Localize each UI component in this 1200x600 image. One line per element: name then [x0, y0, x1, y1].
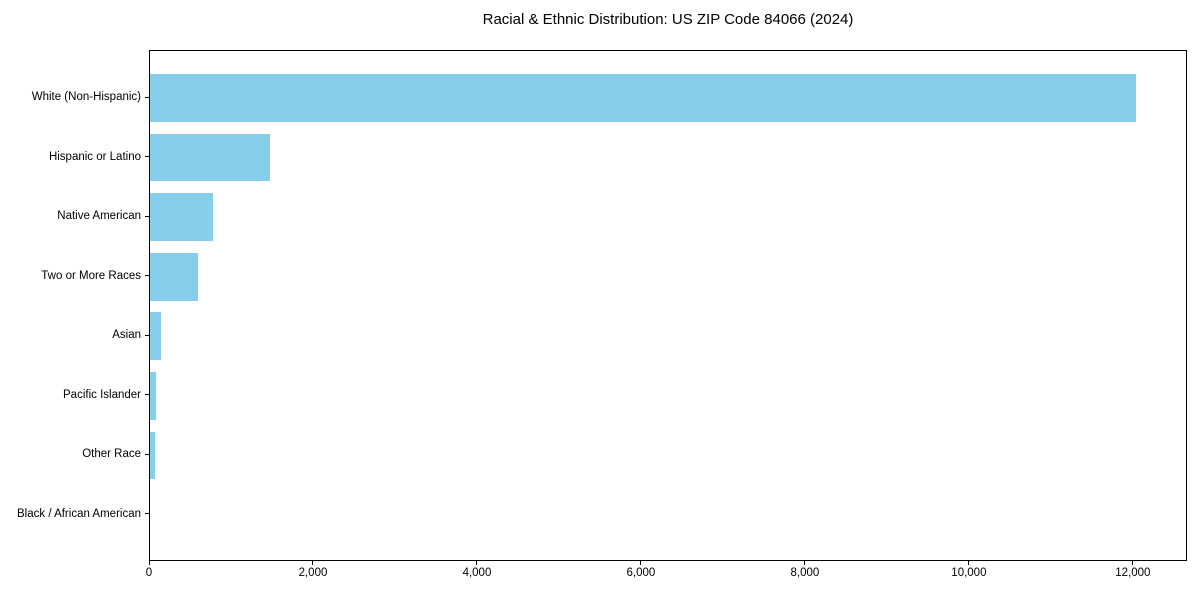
- x-tick-label-6000: 6,000: [626, 567, 656, 579]
- y-axis-label-asian: Asian: [112, 329, 141, 342]
- x-tick-label-10000: 10,000: [951, 567, 987, 579]
- x-tick-label-8000: 8,000: [790, 567, 820, 579]
- x-tick-label-2000: 2,000: [298, 567, 328, 579]
- y-tick-mark: [145, 394, 149, 396]
- y-tick-mark: [145, 96, 149, 98]
- bar-hispanic-or-latino: [150, 133, 270, 182]
- bar-two-or-more-races: [150, 252, 198, 301]
- x-tick-label-4000: 4,000: [462, 567, 492, 579]
- plot-area: [149, 50, 1187, 561]
- x-tick-mark: [968, 561, 970, 565]
- x-tick-label-0: 0: [145, 567, 153, 579]
- x-tick-mark: [804, 561, 806, 565]
- x-tick-label-12000: 12,000: [1115, 567, 1151, 579]
- bar-white-non-hispanic: [150, 74, 1137, 122]
- y-axis-label-two-or-more-races: Two or More Races: [41, 269, 141, 282]
- bar-pacific-islander: [150, 372, 156, 420]
- bar-native-american: [150, 193, 213, 241]
- y-axis-label-white-non-hispanic: White (Non-Hispanic): [31, 91, 141, 104]
- x-tick-mark: [312, 561, 314, 565]
- bar-asian: [150, 312, 162, 361]
- y-tick-mark: [145, 156, 149, 158]
- y-axis-label-pacific-islander: Pacific Islander: [63, 388, 141, 401]
- x-tick-mark: [148, 561, 150, 565]
- y-axis-label-native-american: Native American: [57, 210, 141, 223]
- chart-title: Racial & Ethnic Distribution: US ZIP Cod…: [482, 11, 854, 28]
- bar-other-race: [150, 431, 156, 480]
- y-axis-label-other-race: Other Race: [82, 448, 141, 461]
- y-tick-mark: [145, 453, 149, 455]
- y-tick-mark: [145, 275, 149, 277]
- x-tick-mark: [476, 561, 478, 565]
- y-tick-mark: [145, 215, 149, 217]
- x-tick-mark: [640, 561, 642, 565]
- y-axis-label-black-african-american: Black / African American: [17, 507, 141, 520]
- y-tick-mark: [145, 334, 149, 336]
- y-axis-label-hispanic-or-latino: Hispanic or Latino: [48, 150, 141, 163]
- x-tick-mark: [1132, 561, 1134, 565]
- y-tick-mark: [145, 513, 149, 515]
